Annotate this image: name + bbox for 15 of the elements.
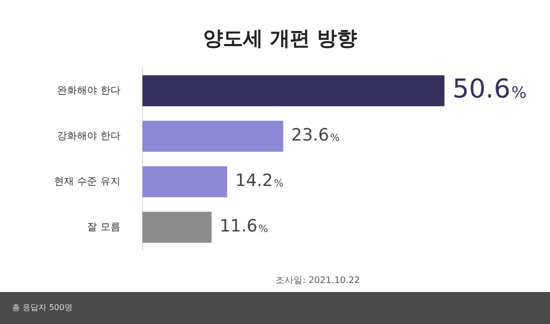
y-tick-label: 완화해야 한다 [57,85,120,96]
text: 조사일: 2021.10.22 [276,275,360,287]
data-label: 14.2% [235,171,284,192]
y-tick-label: 강화해야 한다 [57,130,120,142]
bar [142,75,444,106]
bar [142,120,284,152]
data-label: 50.6% [452,74,527,104]
chart-title: 양도세 개편 방향 [203,26,357,50]
bar [142,166,228,198]
data-label: 23.6% [291,126,340,146]
y-tick-label: 잘 모름 [87,222,120,233]
bar [142,212,212,243]
data-label: 11.6% [220,216,268,237]
text: 총 응답자 500명 [12,302,72,313]
y-tick-label: 현재 수준 유지 [54,176,120,188]
